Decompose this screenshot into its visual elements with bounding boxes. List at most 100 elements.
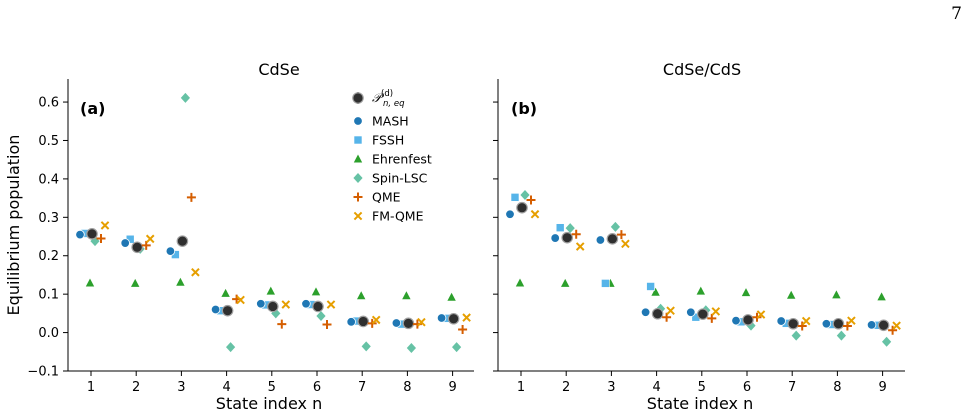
point-spin-lsc [90,236,100,247]
series-fssh [510,193,881,330]
point-fm-qme [575,242,585,251]
point-spin-lsc [610,221,620,232]
point-qme [367,318,377,328]
point-mash [346,317,356,327]
point-reference [357,315,369,328]
point-spin-lsc [836,330,846,341]
point-fm-qme [191,267,200,277]
point-mash [866,320,877,330]
point-spin-lsc [361,341,371,352]
panel-title-cdse: CdSe [258,60,299,79]
point-mash [640,307,651,317]
x-tick-label: 8 [833,380,841,395]
point-reference [787,317,799,330]
point-qme [707,313,717,323]
page-number: 7 [951,4,962,24]
point-reference [832,317,845,330]
legend-label-reference-sub: n, eq [383,99,405,109]
chart-marks: 1 2 3 4 5 6 7 8 9 −0.1 0.0 0.1 0.2 0.3 0.4 0.5 0.6 1 2 3 4 5 6… [27,92,901,395]
series-spin-lsc [520,190,892,347]
point-reference [447,312,460,325]
point-mash [776,316,786,326]
point-spin-lsc [316,311,326,322]
legend-label-reference: 𝒫(d) n, eq [372,89,405,109]
point-spin-lsc [452,342,462,353]
point-fssh [646,282,655,291]
y-tick-label: 0.4 [38,172,59,187]
point-fm-qme [847,316,856,325]
legend-marker-reference [352,92,364,104]
point-mash [75,229,85,240]
x-tick-label: 6 [313,380,321,395]
point-qme [96,233,106,243]
point-fm-qme [756,310,766,319]
legend-marker-qme [353,192,363,202]
point-qme [322,320,332,330]
point-ehrenfest [741,288,751,297]
legend-label-ehrenfest: Ehrenfest [372,152,432,167]
point-ehrenfest [176,277,185,286]
point-qme [141,240,151,250]
series-ehrenfest [515,278,886,301]
x-tick-label: 2 [562,380,570,395]
x-tick-label: 5 [698,380,706,395]
point-spin-lsc [520,190,530,201]
point-mash [210,304,221,315]
y-tick-label: −0.1 [27,365,59,380]
legend-entry-fm-qme: FM-QME [353,209,424,224]
x-axis-title: State index n [647,394,753,413]
point-reference [131,241,143,254]
point-fm-qme [145,234,155,244]
point-fssh [510,193,520,202]
legend-entry-mash: MASH [353,114,409,129]
point-qme [458,325,468,335]
legend-label-qme: QME [372,190,401,205]
point-spin-lsc [565,223,575,234]
point-mash [595,235,606,245]
point-ehrenfest [402,291,411,300]
point-mash [550,233,560,243]
point-ehrenfest [311,287,321,296]
point-mash [731,315,741,326]
point-fssh [555,223,565,232]
point-reference [402,317,415,330]
series-fm-qme [100,221,471,327]
series-mash [75,229,447,328]
point-reference [561,231,573,244]
panel-label-a: (a) [80,99,105,118]
point-ehrenfest [447,292,456,301]
point-ehrenfest [357,291,366,300]
point-fm-qme [100,221,110,230]
point-qme [571,229,581,239]
point-fm-qme [417,317,426,327]
x-tick-label: 5 [268,380,276,395]
panel-title-cdse-cds: CdSe/CdS [663,60,741,79]
x-tick-label: 3 [177,380,185,395]
y-tick-label: 0.0 [38,326,59,341]
point-mash [686,307,696,317]
point-fm-qme [281,300,291,309]
point-ehrenfest [221,288,230,297]
point-mash [505,209,515,219]
point-ehrenfest [877,292,886,301]
point-reference [606,233,619,245]
point-fm-qme [462,313,471,322]
x-tick-label: 9 [878,380,886,395]
point-fm-qme [236,295,245,305]
point-ehrenfest [266,286,275,295]
legend-entry-fssh: FSSH [353,133,404,148]
point-qme [888,325,898,335]
series-fm-qme [530,209,901,330]
point-reference [696,308,709,320]
point-spin-lsc [406,342,416,353]
legend-marker-ehrenfest [353,154,363,163]
series-qme [526,195,898,335]
panel-cdse: CdSe (a) State index n Equilibrium popul… [4,60,474,413]
point-mash [165,246,176,256]
point-spin-lsc [226,342,236,353]
point-reference [516,201,528,214]
point-fm-qme [892,321,901,330]
legend-label-reference-sup: (d) [381,89,393,99]
point-spin-lsc [882,336,892,347]
x-tick-label: 6 [743,380,751,395]
